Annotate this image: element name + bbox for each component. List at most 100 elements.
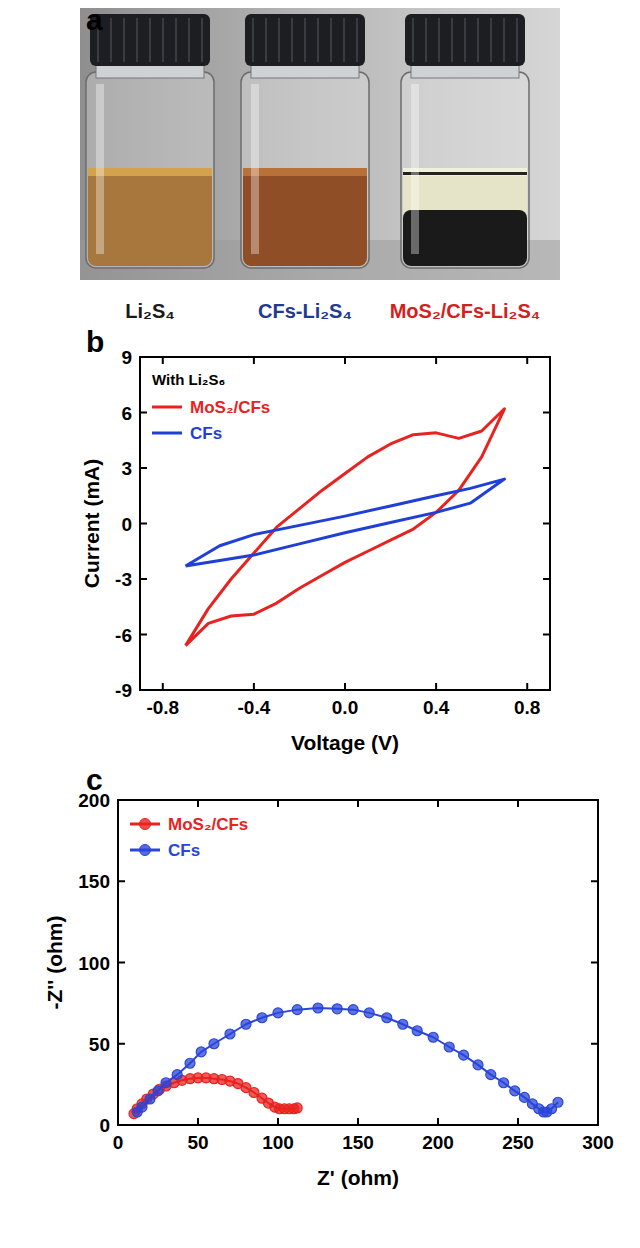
plot: -0.8-0.40.00.40.8-9-6-30369Voltage (V)Cu… bbox=[80, 347, 550, 754]
x-axis-title: Voltage (V) bbox=[291, 731, 399, 754]
x-tick-label: 150 bbox=[342, 1132, 374, 1153]
x-tick bbox=[344, 683, 346, 690]
y-tick-label: 100 bbox=[78, 953, 110, 974]
series-marker bbox=[398, 1019, 408, 1029]
x-tick-label: 300 bbox=[582, 1132, 614, 1153]
series-marker bbox=[473, 1060, 483, 1070]
series-marker bbox=[153, 1086, 163, 1096]
series-marker bbox=[196, 1047, 206, 1057]
y-axis-title: -Z'' (ohm) bbox=[43, 916, 66, 1010]
cap-ridge bbox=[317, 18, 319, 62]
cap-ridge bbox=[175, 18, 177, 62]
x-tick-label: 0.8 bbox=[514, 697, 540, 718]
series-marker bbox=[172, 1070, 182, 1080]
cap-ridge bbox=[464, 18, 466, 62]
series-marker bbox=[273, 1008, 283, 1018]
vial-liquid bbox=[403, 168, 527, 266]
y-tick bbox=[118, 962, 125, 964]
x-tick bbox=[437, 1118, 439, 1125]
x-tick bbox=[162, 683, 164, 690]
y-tick bbox=[140, 412, 147, 414]
series-marker bbox=[444, 1042, 454, 1052]
series-marker bbox=[292, 1103, 302, 1113]
cap-ridge bbox=[412, 18, 414, 62]
y-tick-label: 0 bbox=[99, 1115, 110, 1136]
series-marker bbox=[257, 1013, 267, 1023]
legend-marker bbox=[140, 845, 151, 856]
cap-ridge bbox=[343, 18, 345, 62]
vial-highlight bbox=[96, 84, 104, 254]
vial-sediment bbox=[403, 210, 527, 266]
x-tick bbox=[517, 1118, 519, 1125]
series-marker bbox=[185, 1058, 195, 1068]
cap-ridge bbox=[123, 18, 125, 62]
x-tick-label: 0 bbox=[113, 1132, 124, 1153]
series-marker bbox=[241, 1019, 251, 1029]
x-tick-top bbox=[517, 800, 519, 807]
series-marker bbox=[313, 1003, 323, 1013]
y-tick-right bbox=[591, 962, 598, 964]
cap-ridge bbox=[162, 18, 164, 62]
y-tick-right bbox=[543, 634, 550, 636]
x-tick-label: 0.4 bbox=[423, 697, 450, 718]
series-marker bbox=[332, 1004, 342, 1014]
cap-ridge bbox=[304, 18, 306, 62]
vial-glass bbox=[241, 72, 369, 268]
y-tick bbox=[140, 634, 147, 636]
x-tick-label: 250 bbox=[502, 1132, 534, 1153]
legend-swatch bbox=[152, 406, 182, 409]
cap-ridge bbox=[265, 18, 267, 62]
caption: CFs-Li₂S₄ bbox=[258, 300, 352, 322]
legend-label: MoS₂/CFs bbox=[168, 815, 248, 834]
vial-highlight bbox=[251, 84, 259, 254]
y-tick bbox=[140, 578, 147, 580]
y-tick bbox=[140, 523, 147, 525]
panel-letter: a bbox=[86, 3, 103, 36]
cap-ridge bbox=[438, 18, 440, 62]
x-tick-label: -0.8 bbox=[146, 697, 179, 718]
series-marker bbox=[486, 1070, 496, 1080]
legend-label: MoS₂/CFs bbox=[190, 398, 270, 417]
cap-ridge bbox=[330, 18, 332, 62]
cap-ridge bbox=[278, 18, 280, 62]
x-tick-label: 200 bbox=[422, 1132, 454, 1153]
series-marker bbox=[137, 1102, 147, 1112]
x-tick bbox=[277, 1118, 279, 1125]
data-area bbox=[186, 409, 505, 646]
y-tick-label: 150 bbox=[78, 871, 110, 892]
y-tick-label: 0 bbox=[121, 514, 132, 535]
x-tick bbox=[526, 683, 528, 690]
y-tick-label: 50 bbox=[89, 1034, 110, 1055]
cap-ridge bbox=[252, 18, 254, 62]
y-tick bbox=[118, 880, 125, 882]
x-tick-top bbox=[162, 357, 164, 364]
y-tick-label: -3 bbox=[115, 569, 132, 590]
vial-liquid bbox=[88, 168, 212, 266]
vial-highlight bbox=[411, 84, 419, 254]
y-tick bbox=[140, 467, 147, 469]
cap-ridge bbox=[477, 18, 479, 62]
plot-frame bbox=[140, 357, 550, 690]
series-line bbox=[137, 1008, 558, 1112]
series-line bbox=[186, 479, 505, 566]
y-tick-label: 3 bbox=[121, 458, 132, 479]
y-tick-label: 9 bbox=[121, 347, 132, 368]
series-marker bbox=[510, 1086, 520, 1096]
x-tick-top bbox=[357, 800, 359, 807]
vial-cap bbox=[245, 14, 365, 66]
series-marker bbox=[145, 1094, 155, 1104]
y-tick bbox=[118, 1043, 125, 1045]
x-tick-top bbox=[526, 357, 528, 364]
vial-cap bbox=[90, 14, 210, 66]
cap-ridge bbox=[136, 18, 138, 62]
series-marker bbox=[428, 1032, 438, 1042]
panel-letter: b bbox=[86, 325, 104, 358]
x-tick-top bbox=[277, 800, 279, 807]
y-tick-right bbox=[543, 467, 550, 469]
series-marker bbox=[348, 1005, 358, 1015]
caption: Li₂S₄ bbox=[125, 300, 175, 322]
data-area bbox=[129, 1003, 563, 1119]
series-marker bbox=[209, 1039, 219, 1049]
series-marker bbox=[225, 1029, 235, 1039]
x-axis-title: Z' (ohm) bbox=[317, 1166, 399, 1189]
